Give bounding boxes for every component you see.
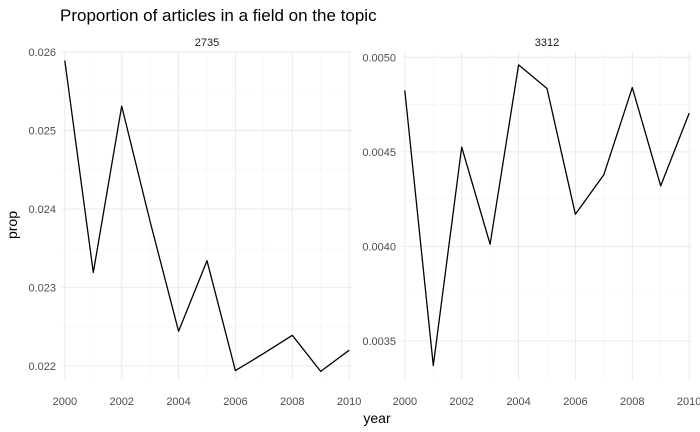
y-tick-label: 0.0050 [362, 52, 396, 64]
facet-panel-3312: 0.0035 0.0040 0.0045 0.0050 2000 2002 2004 2006… [362, 37, 700, 408]
facet-panel-2735: 0.022 0.023 0.024 0.025 0.026 2000 2002 2004 200… [28, 37, 361, 408]
x-tick-label: 2008 [280, 396, 304, 408]
x-tick-label: 2002 [109, 396, 133, 408]
x-tick-label: 2010 [337, 396, 361, 408]
x-tick-label: 2004 [166, 396, 190, 408]
x-tick-label: 2006 [223, 396, 247, 408]
facet-strip-label: 2735 [195, 37, 219, 49]
x-tick-label: 2004 [506, 396, 530, 408]
facet-panels: 0.022 0.023 0.024 0.025 0.026 2000 2002 2004 200… [28, 37, 700, 408]
x-tick-label: 2002 [449, 396, 473, 408]
y-tick-label: 0.022 [28, 361, 56, 373]
data-line-3312 [404, 64, 690, 367]
data-line-2735 [64, 60, 350, 373]
y-axis-title: prop [4, 211, 20, 239]
facet-strip-label: 3312 [535, 37, 559, 49]
x-axis-title: year [363, 410, 391, 426]
y-tick-label: 0.025 [28, 125, 56, 137]
y-tick-label: 0.026 [28, 47, 56, 59]
x-tick-label: 2006 [563, 396, 587, 408]
x-tick-label: 2008 [620, 396, 644, 408]
y-tick-label: 0.023 [28, 282, 56, 294]
x-tick-label: 2000 [53, 396, 77, 408]
x-tick-label: 2010 [677, 396, 700, 408]
chart-title: Proportion of articles in a field on the… [60, 6, 377, 25]
y-tick-label: 0.0035 [362, 336, 396, 348]
y-tick-label: 0.0045 [362, 147, 396, 159]
y-tick-label: 0.0040 [362, 241, 396, 253]
x-tick-label: 2000 [393, 396, 417, 408]
y-tick-label: 0.024 [28, 204, 56, 216]
